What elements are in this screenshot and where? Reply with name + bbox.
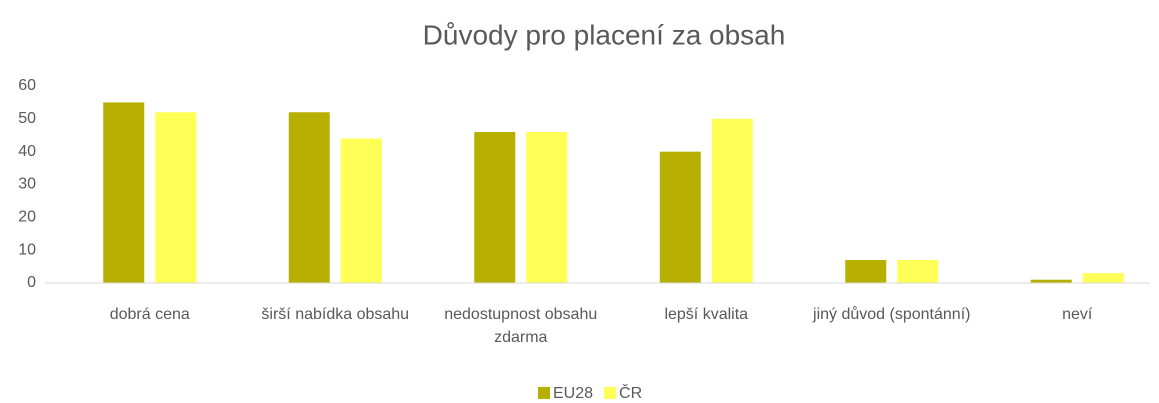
bar [288,112,330,284]
x-tick-label: nedostupnost obsahu zdarma [444,306,598,346]
bar [1082,273,1124,283]
bar [897,260,939,283]
legend-swatch [538,387,550,399]
y-tick-label: 60 [18,77,36,94]
bar [103,102,145,284]
y-tick-label: 40 [18,143,36,160]
bar [155,112,197,284]
legend-label: ČR [619,383,642,402]
bar [474,131,516,283]
x-tick-label: neví [1062,306,1093,323]
x-tick-label: dobrá cena [109,306,190,323]
y-tick-label: 30 [18,176,36,193]
chart-title: Důvody pro placení za obsah [423,19,786,50]
y-tick-label: 20 [18,209,36,226]
y-tick-label: 0 [27,274,36,291]
bar [845,260,887,283]
y-tick-label: 50 [18,110,36,127]
y-tick-label: 10 [18,241,36,258]
x-tick-label: širší nabídka obsahu [261,306,410,323]
x-tick-label: lepší kvalita [664,306,749,323]
legend-label: EU28 [553,385,593,402]
bar [659,151,701,283]
x-tick-label: jiný důvod (spontánní) [813,306,971,323]
bar [340,138,382,283]
legend-swatch [604,387,617,399]
bar [711,118,753,283]
bar [1030,279,1072,283]
bar [526,131,568,283]
